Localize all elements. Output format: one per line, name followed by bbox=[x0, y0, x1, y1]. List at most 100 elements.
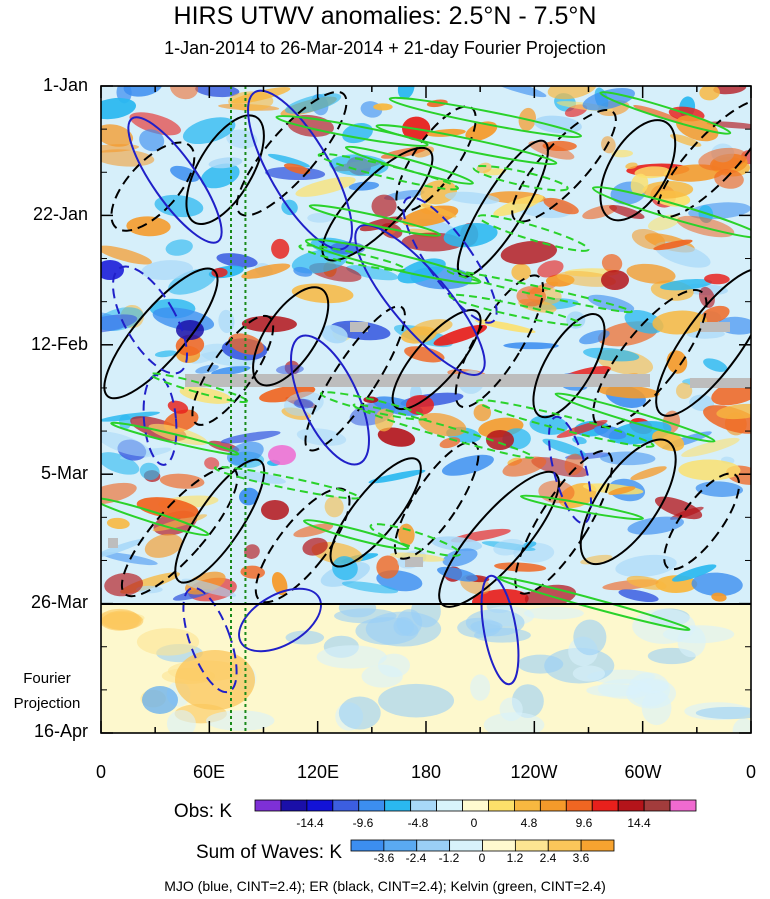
chart-title: HIRS UTWV anomalies: 2.5°N - 7.5°N bbox=[173, 2, 597, 30]
anomaly-patch bbox=[493, 538, 525, 556]
anomaly-patch bbox=[583, 347, 640, 362]
obs-colorbar-tick-label: 14.4 bbox=[627, 816, 651, 830]
er-contour bbox=[391, 309, 482, 411]
anomaly-patch bbox=[615, 554, 677, 578]
anomaly-patch bbox=[275, 364, 304, 375]
obs-colorbar-swatch bbox=[565, 799, 593, 812]
anomaly-patch bbox=[239, 487, 259, 506]
anomaly-patch bbox=[564, 453, 584, 476]
er-contour bbox=[254, 487, 351, 604]
x-tick-label: 120E bbox=[296, 762, 340, 782]
projection-patch bbox=[206, 710, 275, 731]
kelvin-contour bbox=[319, 391, 428, 421]
er-contour bbox=[532, 313, 606, 419]
obs-colorbar-swatch bbox=[280, 799, 308, 812]
er-contour bbox=[185, 114, 265, 226]
y-tick-label: 26-Mar bbox=[30, 592, 88, 612]
anomaly-patch bbox=[601, 254, 623, 273]
mjo-contour bbox=[182, 586, 238, 694]
obs-colorbar-swatch bbox=[384, 799, 412, 812]
sum-colorbar-swatch bbox=[580, 839, 615, 852]
anomaly-patch bbox=[136, 497, 199, 519]
mjo-contour bbox=[247, 89, 353, 251]
projection-patch bbox=[316, 645, 387, 669]
anomaly-core bbox=[406, 395, 434, 415]
anomaly-patch bbox=[216, 253, 258, 268]
kelvin-contour bbox=[554, 392, 716, 443]
anomaly-patch bbox=[283, 163, 311, 175]
x-tick-label: 0 bbox=[95, 762, 107, 782]
projection-core bbox=[175, 650, 255, 710]
sum-colorbar-tick-label: 2.4 bbox=[539, 851, 557, 865]
anomaly-core bbox=[261, 500, 289, 520]
anomaly-patch bbox=[101, 452, 140, 475]
kelvin-contour bbox=[213, 465, 361, 500]
anomaly-patch bbox=[652, 310, 708, 335]
anomaly-patch bbox=[181, 578, 237, 598]
obs-colorbar-tick-label: 9.6 bbox=[575, 816, 593, 830]
kelvin-contour bbox=[599, 91, 732, 135]
anomaly-patch bbox=[170, 86, 199, 100]
anomaly-patch bbox=[582, 204, 618, 220]
anomaly-patch bbox=[259, 385, 316, 403]
obs-colorbar-tick-label: 4.8 bbox=[520, 816, 538, 830]
obs-colorbar-label: Obs: K bbox=[173, 801, 232, 822]
anomaly-patch bbox=[631, 228, 666, 250]
projection-patch bbox=[637, 679, 669, 694]
anomaly-patch bbox=[704, 273, 730, 285]
mjo-contour bbox=[547, 415, 593, 525]
mjo-contour bbox=[112, 265, 188, 375]
anomaly-patch bbox=[165, 239, 193, 256]
anomaly-patch bbox=[503, 342, 559, 350]
er-contour bbox=[236, 90, 348, 217]
missing-data-patch bbox=[690, 378, 750, 388]
anomaly-patch bbox=[633, 105, 683, 123]
kelvin-contour bbox=[475, 399, 655, 448]
anomaly-patch bbox=[291, 249, 348, 274]
projection-patch bbox=[517, 654, 564, 674]
anomaly-patch bbox=[226, 129, 258, 149]
obs-colorbar-swatch bbox=[436, 799, 463, 812]
anomaly-patch bbox=[625, 162, 638, 170]
anomaly-patch bbox=[104, 572, 144, 597]
er-contour bbox=[110, 141, 196, 232]
anomaly-patch bbox=[698, 147, 748, 171]
projection-patch bbox=[101, 612, 144, 630]
anomaly-patch bbox=[373, 103, 393, 111]
anomaly-patch bbox=[293, 523, 334, 538]
anomaly-patch bbox=[716, 403, 751, 420]
anomaly-patch bbox=[101, 124, 134, 147]
projection-patch bbox=[586, 684, 642, 697]
projection-patch bbox=[365, 611, 442, 647]
anomaly-patch bbox=[139, 129, 165, 152]
anomaly-patch bbox=[271, 572, 288, 596]
sum-of-waves-colorbar bbox=[350, 839, 615, 852]
obs-colorbar-swatch bbox=[669, 799, 697, 812]
kelvin-contour bbox=[298, 244, 406, 272]
anomaly-patch bbox=[672, 564, 717, 582]
sum-colorbar-swatch bbox=[482, 839, 516, 852]
projection-patch bbox=[641, 690, 672, 726]
missing-data-patch bbox=[350, 322, 368, 332]
kelvin-contour bbox=[591, 186, 751, 239]
anomaly-patch bbox=[500, 240, 558, 265]
anomaly-patch bbox=[377, 427, 416, 447]
sum-colorbar-tick-label: 3.6 bbox=[572, 851, 590, 865]
anomaly-patch bbox=[271, 238, 290, 259]
anomaly-patch bbox=[321, 325, 348, 344]
er-contour bbox=[663, 472, 741, 571]
y-tick-label: 16-Apr bbox=[33, 721, 88, 741]
kelvin-contour bbox=[446, 269, 633, 314]
anomaly-patch bbox=[285, 93, 342, 114]
projection-patch bbox=[483, 712, 545, 733]
er-contour bbox=[103, 267, 219, 400]
obs-colorbar-swatch bbox=[643, 799, 671, 812]
anomaly-patch bbox=[691, 572, 743, 597]
kelvin-contour bbox=[388, 96, 583, 139]
anomaly-patch bbox=[141, 260, 193, 281]
anomaly-patch bbox=[511, 263, 531, 281]
anomaly-patch bbox=[681, 437, 740, 458]
anomaly-patch bbox=[368, 469, 426, 484]
anomaly-patch bbox=[473, 404, 492, 422]
anomaly-patch bbox=[376, 555, 400, 579]
